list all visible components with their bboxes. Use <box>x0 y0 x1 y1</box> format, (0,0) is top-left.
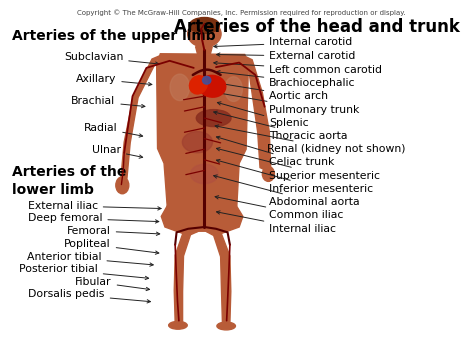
Text: Arteries of the upper limb: Arteries of the upper limb <box>12 29 216 43</box>
Text: Brachiocephalic: Brachiocephalic <box>217 71 356 88</box>
Text: Inferior mesenteric: Inferior mesenteric <box>217 159 374 194</box>
Text: Axillary: Axillary <box>76 74 152 86</box>
Text: Deep femoral: Deep femoral <box>28 213 159 223</box>
Ellipse shape <box>196 110 231 127</box>
Text: External iliac: External iliac <box>27 201 161 211</box>
Text: Arteries of the
lower limb: Arteries of the lower limb <box>12 165 127 197</box>
Text: Brachial: Brachial <box>71 97 145 108</box>
Polygon shape <box>121 55 160 181</box>
Text: Aortic arch: Aortic arch <box>215 82 328 101</box>
Polygon shape <box>196 47 212 54</box>
Ellipse shape <box>170 74 190 100</box>
Text: Dorsalis pedis: Dorsalis pedis <box>28 289 150 303</box>
Text: Thoracic aorta: Thoracic aorta <box>214 111 348 141</box>
Text: Ulnar: Ulnar <box>92 145 143 158</box>
Text: Femoral: Femoral <box>67 225 160 235</box>
Text: Popliteal: Popliteal <box>64 239 159 254</box>
Ellipse shape <box>188 21 221 47</box>
Text: Abdominal aorta: Abdominal aorta <box>214 175 360 207</box>
Ellipse shape <box>189 17 219 33</box>
Text: Subclavian: Subclavian <box>64 52 159 65</box>
Text: Common iliac: Common iliac <box>215 196 344 220</box>
Text: External carotid: External carotid <box>217 51 356 61</box>
Text: Celiac trunk: Celiac trunk <box>217 136 335 167</box>
Ellipse shape <box>182 132 212 153</box>
Polygon shape <box>156 54 248 210</box>
Polygon shape <box>161 206 243 234</box>
Text: Left common carotid: Left common carotid <box>214 61 383 75</box>
Polygon shape <box>174 231 198 323</box>
Ellipse shape <box>190 76 207 94</box>
Text: Pulmonary trunk: Pulmonary trunk <box>217 92 360 115</box>
Text: Internal carotid: Internal carotid <box>214 37 353 48</box>
Ellipse shape <box>199 75 226 97</box>
Ellipse shape <box>116 177 129 194</box>
Ellipse shape <box>217 322 236 330</box>
Ellipse shape <box>202 76 211 84</box>
Text: Arteries of the head and trunk: Arteries of the head and trunk <box>173 18 459 36</box>
Text: Internal iliac: Internal iliac <box>217 211 336 234</box>
Ellipse shape <box>169 321 187 329</box>
Text: Superior mesenteric: Superior mesenteric <box>217 148 380 181</box>
Text: Anterior tibial: Anterior tibial <box>27 252 153 266</box>
Ellipse shape <box>191 164 219 184</box>
Polygon shape <box>206 231 231 324</box>
Text: Renal (kidney not shown): Renal (kidney not shown) <box>215 125 405 154</box>
Text: Posterior tibial: Posterior tibial <box>19 264 149 280</box>
Text: Splenic: Splenic <box>218 102 309 128</box>
Polygon shape <box>245 56 271 170</box>
Ellipse shape <box>262 166 274 181</box>
Ellipse shape <box>225 77 242 102</box>
Text: Fibular: Fibular <box>75 277 150 291</box>
Text: Radial: Radial <box>83 123 143 137</box>
Text: Copyright © The McGraw-Hill Companies, Inc. Permission required for reproduction: Copyright © The McGraw-Hill Companies, I… <box>77 10 406 16</box>
